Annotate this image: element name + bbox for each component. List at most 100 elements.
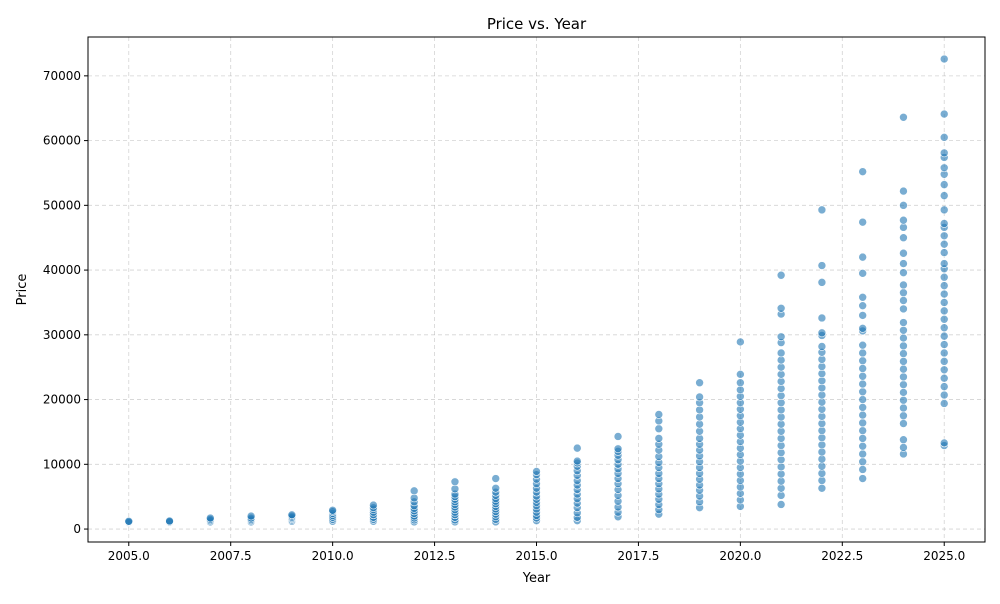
grid-lines — [88, 37, 985, 542]
data-point — [817, 433, 827, 443]
x-axis-ticks: 2005.0 2007.5 2010.0 2012.5 2015.0 2017.5 2020… — [108, 542, 965, 563]
data-point — [858, 252, 867, 262]
x-tick-label: 2015.0 — [516, 549, 558, 563]
data-point — [776, 483, 786, 493]
data-point — [817, 426, 827, 435]
data-point — [817, 362, 827, 371]
data-point — [858, 403, 867, 412]
data-point — [899, 268, 908, 277]
data-point — [939, 163, 949, 173]
data-point — [736, 378, 745, 388]
data-point — [899, 395, 908, 405]
data-point — [328, 505, 337, 515]
data-point — [939, 239, 949, 249]
data-point — [409, 486, 419, 496]
data-point — [939, 205, 949, 215]
data-point — [572, 456, 582, 466]
data-point — [858, 340, 867, 350]
data-point — [939, 148, 949, 158]
data-point — [776, 462, 786, 472]
data-point — [939, 438, 949, 448]
data-point — [899, 349, 908, 358]
data-point — [817, 390, 827, 400]
data-point — [858, 356, 867, 366]
data-point — [654, 410, 664, 419]
data-point — [776, 362, 786, 372]
data-point — [858, 324, 867, 333]
data-point — [736, 370, 745, 379]
data-point — [899, 248, 908, 258]
data-point — [654, 424, 664, 433]
data-point — [858, 387, 867, 397]
y-tick-label: 50000 — [43, 198, 81, 212]
x-tick-label: 2017.5 — [617, 549, 659, 563]
data-point — [899, 364, 908, 374]
data-point — [899, 419, 908, 428]
y-axis-ticks: 0 10000 20000 30000 40000 50000 60000 70000 — [43, 69, 88, 536]
data-point — [165, 516, 174, 526]
x-tick-label: 2012.5 — [414, 549, 456, 563]
data-point — [858, 364, 867, 373]
data-point — [858, 426, 867, 435]
data-point — [858, 418, 867, 428]
data-point — [776, 370, 786, 379]
y-tick-label: 10000 — [43, 457, 81, 471]
data-point — [776, 348, 786, 358]
data-point — [899, 296, 908, 305]
data-point — [899, 280, 908, 290]
data-point — [817, 412, 827, 421]
data-point — [939, 180, 949, 189]
data-points — [124, 54, 949, 527]
data-point — [858, 465, 867, 474]
y-tick-label: 30000 — [43, 328, 81, 342]
y-axis-label: Price — [15, 274, 30, 306]
data-point — [287, 510, 297, 520]
data-point — [939, 348, 949, 358]
data-point — [858, 167, 867, 176]
data-point — [369, 500, 378, 510]
data-point — [858, 348, 867, 358]
data-point — [654, 434, 664, 443]
data-point — [206, 513, 215, 523]
data-point — [858, 441, 867, 451]
data-point — [939, 231, 949, 241]
x-tick-label: 2025.0 — [923, 549, 965, 563]
data-point — [532, 467, 541, 476]
data-point — [817, 261, 827, 270]
data-point — [939, 331, 949, 341]
data-point — [899, 403, 908, 413]
data-point — [858, 474, 867, 483]
x-tick-label: 2005.0 — [108, 549, 150, 563]
data-point — [939, 340, 949, 349]
data-point — [899, 223, 908, 232]
data-point — [776, 448, 786, 457]
data-point — [817, 461, 827, 471]
data-point — [939, 298, 949, 307]
data-point — [776, 412, 786, 422]
data-point — [939, 314, 949, 324]
data-point — [899, 233, 908, 243]
data-point — [899, 333, 908, 343]
data-point — [939, 399, 949, 408]
data-point — [899, 201, 908, 210]
data-point — [858, 449, 867, 459]
data-point — [817, 476, 827, 485]
data-point — [899, 186, 908, 196]
data-point — [695, 378, 704, 388]
data-point — [939, 373, 949, 383]
data-point — [858, 311, 867, 320]
data-point — [817, 469, 827, 478]
data-point — [817, 342, 827, 351]
data-point — [776, 355, 786, 365]
data-point — [899, 372, 908, 382]
data-point — [776, 332, 786, 342]
data-point — [899, 325, 908, 335]
data-point — [491, 474, 501, 483]
y-tick-label: 40000 — [43, 263, 81, 277]
data-point — [939, 248, 949, 257]
data-point — [124, 516, 134, 526]
data-point — [572, 443, 582, 453]
data-point — [899, 341, 908, 351]
data-point — [695, 419, 704, 429]
data-point — [939, 306, 949, 316]
